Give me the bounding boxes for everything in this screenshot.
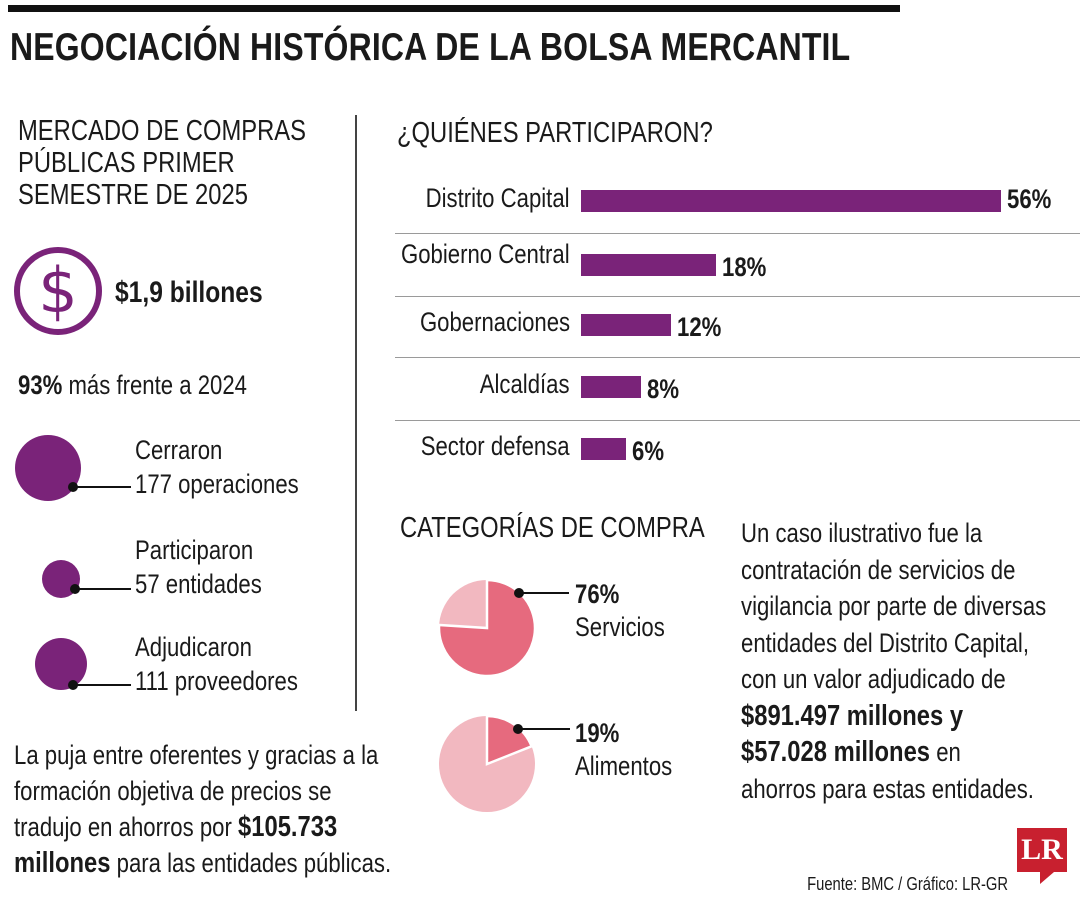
bar	[581, 438, 626, 460]
stat-value: 111 proveedores	[135, 666, 298, 696]
savings-paragraph: La puja entre oferentes y gracias a la f…	[14, 737, 391, 881]
bar	[581, 314, 671, 336]
bar-category-label: Gobierno Central	[401, 239, 570, 269]
case-line-5: con un valor adjudicado de	[741, 664, 1006, 694]
source-credit: Fuente: BMC / Gráfico: LR-GR	[807, 874, 1008, 894]
pie-food-label: 19% Alimentos	[575, 717, 672, 783]
row-divider	[395, 420, 1080, 421]
dollar-symbol: $	[38, 254, 78, 327]
growth-line: 93% más frente a 2024	[18, 368, 247, 402]
savings-line-2: formación objetiva de precios se	[14, 776, 332, 806]
bar-value-label: 18%	[722, 252, 767, 282]
pie-value-label: 19%	[575, 718, 620, 748]
lr-logo-tail	[1040, 872, 1054, 884]
savings-tail: para las entidades públicas.	[116, 848, 392, 878]
row-divider	[395, 357, 1080, 358]
suppliers-circle	[35, 638, 87, 690]
connector-line	[75, 588, 131, 590]
bar-value-label: 56%	[1007, 184, 1052, 214]
stat-label: Adjudicaron	[135, 632, 252, 662]
case-line-3: vigilancia por parte de diversas	[741, 591, 1047, 621]
case-bold-2: $57.028 millones	[741, 736, 931, 768]
bar-category-label: Gobernaciones	[419, 307, 570, 337]
bar-chart-title: ¿QUIÉNES PARTICIPARON?	[397, 117, 713, 149]
heading-line-3: SEMESTRE DE 2025	[18, 179, 248, 211]
bar-category-label: Sector defensa	[421, 431, 570, 461]
heading-line-1: MERCADO DE COMPRAS	[18, 115, 307, 147]
market-heading: MERCADO DE COMPRAS PÚBLICAS PRIMER SEMES…	[18, 115, 306, 211]
stat-value: 177 operaciones	[135, 469, 299, 499]
growth-text: más frente a 2024	[68, 370, 247, 400]
savings-unit: millones	[14, 847, 111, 879]
pie-services-label: 76% Servicios	[575, 578, 665, 644]
savings-text: tradujo en ahorros por	[14, 812, 232, 842]
connector-line	[518, 728, 570, 730]
stat-suppliers: Adjudicaron 111 proveedores	[135, 630, 298, 698]
bar-category-label: Distrito Capital	[426, 183, 570, 213]
heading-line-2: PÚBLICAS PRIMER	[18, 147, 235, 179]
case-line-7: $57.028 millones en	[741, 734, 1046, 771]
savings-amount: $105.733	[238, 811, 338, 843]
connector-line	[73, 486, 131, 488]
stat-value: 57 entidades	[135, 569, 262, 599]
page-title: NEGOCIACIÓN HISTÓRICA DE LA BOLSA MERCAN…	[10, 26, 851, 69]
connector-line	[73, 684, 131, 686]
category-pies	[437, 578, 537, 812]
bar-value-label: 8%	[647, 374, 680, 404]
stat-label: Cerraron	[135, 435, 223, 465]
stat-label: Participaron	[135, 535, 254, 565]
case-line-2: contratación de servicios de	[741, 554, 1016, 585]
savings-line-1: La puja entre oferentes y gracias a la	[14, 740, 379, 770]
bar-value-label: 12%	[677, 312, 722, 342]
case-paragraph: Un caso ilustrativo fue la contratación …	[741, 515, 1046, 807]
case-line-4: entidades del Distrito Capital,	[741, 627, 1029, 658]
pie-value-label: 76%	[575, 579, 620, 609]
pie-chart-title: CATEGORÍAS DE COMPRA	[400, 512, 705, 544]
top-rule	[8, 5, 900, 12]
row-divider	[395, 233, 1080, 234]
case-bold-1: $891.497 millones y	[741, 699, 964, 732]
lr-logo: LR	[1017, 828, 1067, 872]
bar-category-label: Alcaldías	[480, 369, 570, 399]
growth-pct: 93%	[18, 370, 63, 400]
pie-category-label: Servicios	[575, 612, 665, 642]
bar	[581, 376, 641, 398]
savings-line-3: tradujo en ahorros por $105.733	[14, 809, 391, 845]
column-divider	[355, 115, 357, 711]
row-divider	[395, 296, 1080, 297]
case-tail-1: en	[936, 737, 961, 767]
bar-value-label: 6%	[632, 436, 665, 466]
bar	[581, 190, 1001, 212]
stat-operations: Cerraron 177 operaciones	[135, 433, 299, 501]
dollar-icon: $	[14, 247, 102, 335]
stat-entities: Participaron 57 entidades	[135, 533, 262, 601]
connector-line	[519, 592, 569, 594]
case-line-1: Un caso ilustrativo fue la	[741, 518, 983, 548]
pie-category-label: Alimentos	[575, 751, 673, 781]
savings-line-4: millones para las entidades públicas.	[14, 845, 391, 881]
case-tail-2: ahorros para estas entidades.	[741, 773, 1034, 804]
total-amount: $1,9 billones	[115, 276, 263, 309]
bar	[581, 254, 716, 276]
